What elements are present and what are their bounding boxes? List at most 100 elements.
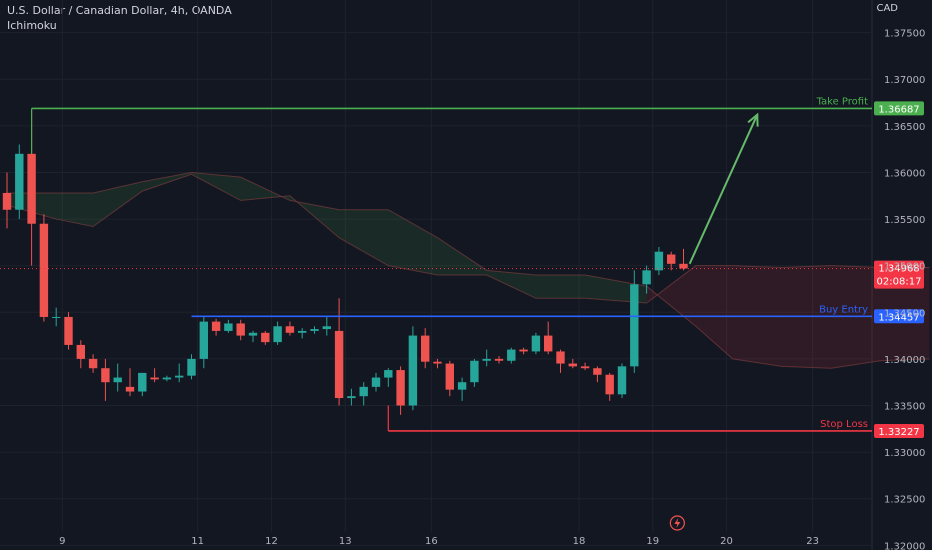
candle-body	[421, 335, 430, 362]
candle-body	[310, 329, 319, 331]
x-tick-label: 19	[646, 536, 659, 547]
candle	[298, 328, 307, 339]
ichimoku-cloud	[6, 171, 930, 369]
candle-body	[224, 323, 233, 331]
x-tick-label: 12	[265, 536, 278, 547]
candle	[359, 382, 368, 406]
take-profit-price-label: 1.36687	[878, 104, 919, 115]
candle-body	[211, 321, 221, 331]
candle	[199, 316, 208, 369]
candle-body	[125, 386, 135, 392]
take-profit-label: Take Profit	[816, 96, 869, 107]
candle-body	[519, 349, 528, 352]
candle	[519, 347, 528, 355]
arrow-head	[747, 112, 759, 127]
candle-body	[52, 316, 61, 318]
candle-body	[679, 263, 688, 269]
candle	[593, 366, 602, 383]
candle-body	[396, 370, 405, 406]
candle-body	[39, 223, 49, 317]
candle-body	[642, 270, 651, 285]
candle-body	[667, 254, 676, 264]
candle-body	[113, 377, 122, 383]
candle	[39, 214, 49, 322]
candle	[470, 358, 479, 387]
candle	[261, 330, 270, 345]
price-axis: 1.37500 1.37000 1.36500 1.36000 1.35500 1.350…	[884, 29, 925, 550]
candle	[334, 298, 344, 406]
candle	[654, 247, 664, 275]
candle-body	[544, 335, 553, 352]
candle-body	[273, 326, 282, 343]
candle-body	[187, 358, 196, 376]
candle-body	[482, 358, 491, 361]
candle	[544, 321, 553, 355]
y-tick-label: 1.34500	[884, 308, 925, 319]
candle-body	[248, 332, 258, 336]
indicator-label[interactable]: Ichimoku	[7, 19, 57, 32]
candle-body	[457, 382, 467, 390]
candle	[101, 358, 110, 401]
candle-body	[298, 330, 307, 333]
candle	[113, 363, 122, 392]
candle	[322, 316, 331, 336]
candle	[52, 307, 61, 327]
candle-body	[408, 335, 418, 406]
candle	[125, 368, 135, 397]
y-tick-label: 1.32000	[884, 541, 925, 550]
y-tick-label: 1.33500	[884, 402, 925, 413]
candle-body	[384, 370, 393, 378]
candle-body	[88, 358, 98, 369]
candle	[211, 318, 221, 336]
cloud-segment	[388, 209, 438, 275]
candles	[2, 109, 688, 415]
candle-body	[556, 351, 565, 364]
candle	[457, 377, 467, 401]
y-tick-label: 1.36000	[884, 168, 925, 179]
candle-body	[617, 366, 627, 395]
candle-body	[470, 360, 479, 383]
candle-body	[76, 344, 85, 359]
cloud-segment	[339, 209, 389, 266]
candle-body	[27, 153, 36, 224]
lightning-icon	[669, 515, 685, 531]
candle-body	[150, 377, 159, 380]
cloud-segment	[646, 265, 696, 327]
cloud-segment	[695, 265, 733, 359]
y-tick-label: 1.33000	[884, 448, 925, 459]
candle	[580, 362, 590, 371]
candle	[433, 358, 442, 369]
candle	[679, 248, 688, 271]
candle	[76, 340, 85, 369]
candle	[285, 321, 295, 336]
candle	[310, 326, 319, 334]
candle	[15, 144, 24, 220]
candle-body	[605, 374, 614, 395]
candle	[273, 321, 282, 345]
candle-body	[507, 349, 516, 361]
candle-body	[371, 377, 381, 387]
candle	[408, 326, 418, 411]
candle-body	[2, 192, 12, 210]
cloud-segment	[535, 275, 586, 299]
candle	[494, 356, 504, 364]
cloud-segment	[56, 192, 94, 227]
buy-entry-price-label: 1.34457	[878, 312, 919, 323]
candle	[482, 349, 491, 367]
x-tick-label: 18	[573, 536, 586, 547]
y-tick-label: 1.35500	[884, 215, 925, 226]
y-tick-label: 1.36500	[884, 122, 925, 133]
x-tick-label: 23	[806, 536, 819, 547]
candle-body	[568, 363, 577, 367]
candle-body	[236, 323, 245, 336]
y-tick-label: 1.34000	[884, 355, 925, 366]
candle	[162, 375, 172, 382]
candle-body	[101, 368, 110, 383]
candle-body	[445, 363, 454, 390]
candle	[617, 363, 627, 399]
candle-body	[630, 284, 639, 367]
currency-label: CAD	[876, 3, 898, 14]
candle-body	[347, 396, 356, 399]
x-tick-label: 13	[339, 536, 352, 547]
